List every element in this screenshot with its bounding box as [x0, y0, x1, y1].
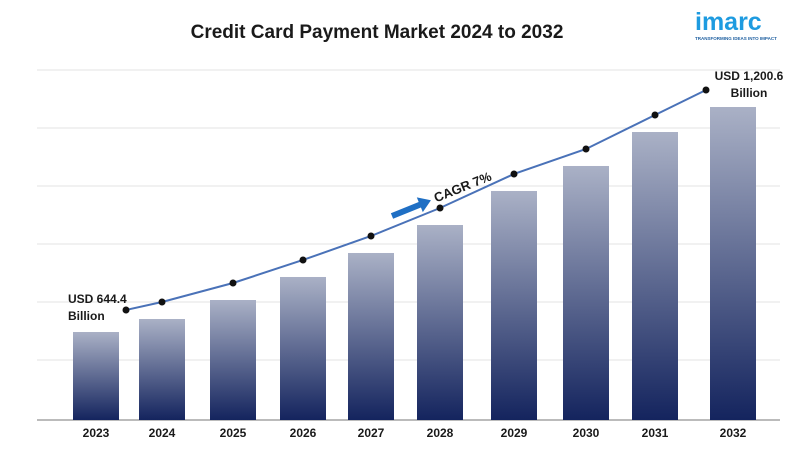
logo: imarc	[695, 8, 762, 36]
value-label: USD 644.4 Billion	[68, 292, 127, 323]
bar	[417, 225, 463, 420]
trend-point	[158, 298, 166, 306]
bar	[73, 332, 119, 420]
logo-tagline: TRANSFORMING IDEAS INTO IMPACT	[695, 36, 777, 41]
trend-point	[702, 86, 710, 94]
trend-line	[125, 89, 707, 311]
bar	[710, 107, 756, 420]
bar	[210, 300, 256, 420]
x-tick-label: 2028	[427, 426, 454, 440]
trend-point	[582, 145, 590, 153]
x-tick-label: 2026	[290, 426, 317, 440]
cagr-annotation: CAGR 7%	[390, 168, 494, 219]
cagr-arrow	[390, 197, 431, 219]
x-tick-label: 2031	[642, 426, 669, 440]
x-tick-label: 2024	[149, 426, 176, 440]
bar	[139, 319, 185, 420]
trend-point	[122, 306, 130, 314]
trend-point	[299, 256, 307, 264]
bar	[348, 252, 394, 420]
trend-point	[229, 279, 237, 287]
trend-point	[651, 111, 659, 119]
bar	[280, 276, 326, 420]
trend-point	[436, 204, 444, 212]
x-tick-label: 2027	[358, 426, 385, 440]
trend-point	[367, 232, 375, 240]
x-tick-label: 2029	[501, 426, 528, 440]
x-tick-label: 2030	[573, 426, 600, 440]
value-label: USD 1,200.6 Billion	[714, 69, 784, 100]
x-tick-label: 2032	[720, 426, 747, 440]
bar	[632, 132, 678, 420]
chart-title: Credit Card Payment Market 2024 to 2032	[191, 22, 564, 43]
x-tick-label: 2025	[220, 426, 247, 440]
bar	[491, 190, 537, 420]
trend-point	[510, 170, 518, 178]
x-tick-label: 2023	[83, 426, 110, 440]
bar	[563, 165, 609, 420]
